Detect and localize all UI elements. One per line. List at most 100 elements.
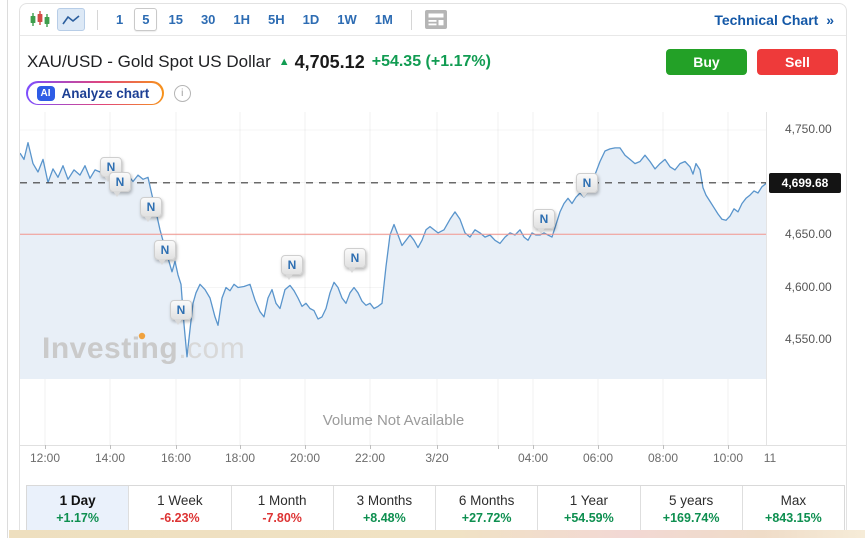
- tab-label: Max: [780, 493, 807, 508]
- tab-percent: -6.23%: [160, 511, 200, 525]
- x-axis-tick: [110, 445, 111, 449]
- toolbar-divider: [410, 9, 412, 30]
- sell-button[interactable]: Sell: [757, 49, 838, 75]
- ai-badge-icon: AI: [36, 85, 55, 101]
- y-axis-label: 4,550.00: [785, 332, 832, 346]
- y-axis-label: 4,750.00: [785, 122, 832, 136]
- timeframe-5[interactable]: 5: [134, 8, 158, 31]
- news-marker[interactable]: N: [533, 209, 555, 234]
- tab-label: 1 Day: [59, 493, 96, 508]
- x-axis-label: 18:00: [224, 451, 256, 465]
- x-axis-line: [20, 445, 846, 446]
- news-panel-icon[interactable]: [424, 9, 448, 30]
- timeframe-15[interactable]: 15: [168, 12, 183, 27]
- analyze-chart-label: Analyze chart: [61, 85, 150, 101]
- x-axis-tick: [370, 445, 371, 449]
- instrument-title: XAU/USD - Gold Spot US Dollar: [27, 52, 271, 71]
- trade-buttons: Buy Sell: [666, 49, 838, 75]
- svg-text:Investing.com: Investing.com: [42, 332, 245, 365]
- timeframe-1w[interactable]: 1W: [337, 12, 357, 27]
- tab-label: 1 Year: [569, 493, 609, 508]
- tab-percent: +54.59%: [564, 511, 614, 525]
- timeframe-30[interactable]: 30: [200, 12, 216, 27]
- news-marker[interactable]: N: [140, 197, 162, 222]
- tab-label: 1 Week: [157, 493, 203, 508]
- range-tabs: 1 Day +1.17% 1 Week -6.23% 1 Month -7.80…: [26, 485, 845, 532]
- candlestick-chart-icon[interactable]: [29, 10, 51, 29]
- news-marker[interactable]: N: [170, 300, 192, 325]
- tab-percent: +843.15%: [765, 511, 822, 525]
- x-axis-tick: [533, 445, 534, 449]
- timeframe-1m[interactable]: 1M: [374, 12, 393, 27]
- y-axis-label: 4,600.00: [785, 279, 832, 294]
- ai-row: AI Analyze chart i: [20, 79, 846, 107]
- tab-label: 1 Month: [257, 493, 307, 508]
- ad-banner-edge: [9, 530, 865, 538]
- tab-label: 6 Months: [458, 493, 515, 508]
- instrument-header: XAU/USD - Gold Spot US Dollar ▲ 4,705.12…: [20, 36, 846, 78]
- technical-chart-link[interactable]: Technical Chart »: [714, 12, 834, 28]
- x-axis-tick: [663, 445, 664, 449]
- x-axis-tick: [305, 445, 306, 449]
- x-axis-label: 12:00: [29, 451, 61, 465]
- news-marker[interactable]: N: [576, 173, 598, 198]
- line-chart-icon[interactable]: [57, 8, 85, 31]
- x-axis-label: 20:00: [289, 451, 321, 465]
- x-axis-label: 11: [763, 451, 777, 465]
- timeframe-1h[interactable]: 1H: [233, 12, 251, 27]
- range-tab-3-months[interactable]: 3 Months +8.48%: [333, 486, 436, 532]
- news-marker[interactable]: N: [281, 255, 303, 280]
- chart-area: Investing.com 4,750.00 4,650.00 4,600.00 4,…: [20, 107, 846, 467]
- news-marker[interactable]: N: [344, 248, 366, 273]
- range-tab-1-year[interactable]: 1 Year +54.59%: [538, 486, 641, 532]
- tab-percent: +27.72%: [461, 511, 512, 525]
- x-axis-label: 16:00: [160, 451, 192, 465]
- spacer: [20, 467, 846, 485]
- last-price-tag: 4,699.68: [769, 172, 841, 193]
- toolbar-divider: [97, 9, 98, 30]
- x-axis-tick: [45, 445, 46, 449]
- timeframe-1d[interactable]: 1D: [302, 12, 320, 27]
- x-axis-label: 04:00: [517, 451, 549, 465]
- x-axis-label: 08:00: [647, 451, 679, 465]
- x-axis-label: 10:00: [712, 451, 744, 465]
- page-left-divider: [7, 0, 8, 538]
- x-axis-tick: [598, 445, 599, 449]
- range-tab-1-day[interactable]: 1 Day +1.17%: [27, 486, 130, 532]
- x-axis-label: 3/20: [425, 451, 449, 465]
- range-tab-5-years[interactable]: 5 years +169.74%: [640, 486, 743, 532]
- technical-chart-label: Technical Chart: [714, 11, 819, 28]
- news-marker[interactable]: N: [154, 240, 176, 265]
- x-axis-tick: [176, 445, 177, 449]
- x-axis-tick: [728, 445, 729, 449]
- volume-note: Volume Not Available: [322, 412, 465, 429]
- range-tab-1-week[interactable]: 1 Week -6.23%: [129, 486, 232, 532]
- range-tab-6-months[interactable]: 6 Months +27.72%: [436, 486, 539, 532]
- range-tab-1-month[interactable]: 1 Month -7.80%: [231, 486, 334, 532]
- tab-percent: +1.17%: [56, 511, 99, 525]
- x-axis-tick: [240, 445, 241, 449]
- timeframe-5h[interactable]: 5H: [268, 12, 285, 27]
- info-icon[interactable]: i: [173, 84, 191, 102]
- buy-button[interactable]: Buy: [666, 49, 747, 75]
- range-tab-max[interactable]: Max +843.15%: [742, 486, 844, 532]
- y-axis-label: 4,650.00: [785, 227, 832, 241]
- chart-widget: 1 5 15 30 1H 5H 1D 1W 1M Technical Chart: [19, 3, 847, 532]
- price-change: +54.35 (+1.17%): [371, 53, 491, 70]
- tab-percent: +8.48%: [363, 511, 406, 525]
- chevrons-right-icon: »: [826, 11, 834, 28]
- x-axis-label: 22:00: [354, 451, 386, 465]
- x-axis-label: 14:00: [94, 451, 126, 465]
- news-marker[interactable]: N: [109, 172, 131, 197]
- x-axis-tick: [437, 445, 438, 449]
- price-chart-canvas[interactable]: Investing.com: [20, 112, 767, 445]
- analyze-chart-button[interactable]: AI Analyze chart: [26, 81, 164, 105]
- x-axis-tick: [498, 445, 499, 449]
- tab-label: 3 Months: [356, 493, 413, 508]
- timeframe-1[interactable]: 1: [116, 12, 124, 27]
- chart-toolbar: 1 5 15 30 1H 5H 1D 1W 1M Technical Chart: [20, 4, 846, 36]
- last-price: 4,705.12: [294, 51, 365, 72]
- tab-label: 5 years: [668, 493, 714, 508]
- tab-percent: +169.74%: [662, 511, 720, 525]
